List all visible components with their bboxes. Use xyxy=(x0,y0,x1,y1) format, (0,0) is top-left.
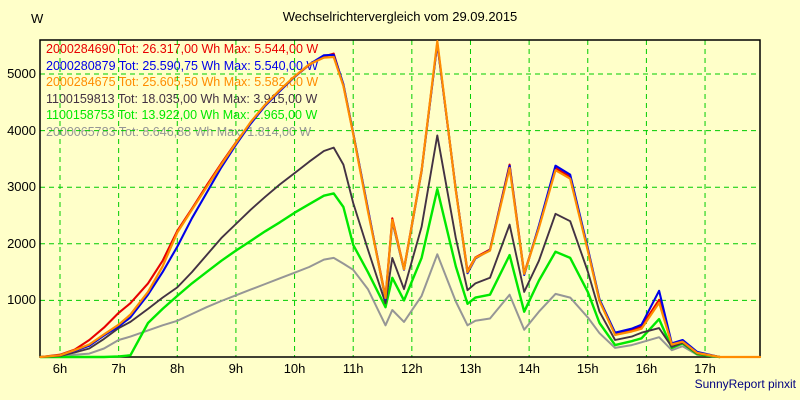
legend-item-red: 2000284690 Tot: 26.317,00 Wh Max: 5.544,… xyxy=(46,42,319,56)
y-axis-unit-label: W xyxy=(31,11,44,26)
x-tick-label-15h: 15h xyxy=(576,361,599,376)
y-tick-label-2000: 2000 xyxy=(7,235,36,251)
legend-item-orange: 2000284675 Tot: 25.605,50 Wh Max: 5.582,… xyxy=(46,75,319,89)
x-tick-label-9h: 9h xyxy=(228,361,244,376)
x-tick-label-16h: 16h xyxy=(635,361,658,376)
x-tick-label-13h: 13h xyxy=(459,361,482,376)
x-tick-label-17h: 17h xyxy=(694,361,716,376)
legend: 2000284690 Tot: 26.317,00 Wh Max: 5.544,… xyxy=(46,41,318,140)
y-tick-label-1000: 1000 xyxy=(7,292,36,308)
x-tick-label-11h: 11h xyxy=(342,361,364,376)
series-line-red xyxy=(39,42,721,359)
series-line-gray xyxy=(39,253,721,358)
legend-item-gray: 2000065783 Tot: 8.646,88 Wh Max: 1.814,0… xyxy=(46,124,312,139)
series-line-blue xyxy=(39,42,721,359)
y-tick-label-5000: 5000 xyxy=(7,66,36,81)
x-tick-label-14h: 14h xyxy=(518,361,540,376)
series-line-dark xyxy=(39,134,721,358)
x-tick-label-12h: 12h xyxy=(400,361,423,376)
y-tick-label-4000: 4000 xyxy=(7,122,36,138)
footer-credit: SunnyReport pinxit xyxy=(694,377,796,391)
plot-frame xyxy=(39,39,761,358)
series-line-orange xyxy=(39,39,762,359)
legend-item-blue: 2000280879 Tot: 25.590,75 Wh Max: 5.540,… xyxy=(46,58,319,73)
x-tick-label-8h: 8h xyxy=(170,361,185,376)
chart-title: Wechselrichtervergleich vom 29.09.2015 xyxy=(282,9,518,24)
x-tick-label-10h: 10h xyxy=(283,361,306,376)
x-tick-label-7h: 7h xyxy=(111,361,126,376)
legend-item-dark: 1100159813 Tot: 18.035,00 Wh Max: 3.915,… xyxy=(46,91,318,106)
legend-item-green: 1100158753 Tot: 13.922,00 Wh Max: 2.965,… xyxy=(46,108,318,122)
y-tick-label-3000: 3000 xyxy=(7,179,36,195)
x-tick-label-6h: 6h xyxy=(52,361,68,376)
series-line-green xyxy=(39,187,721,359)
